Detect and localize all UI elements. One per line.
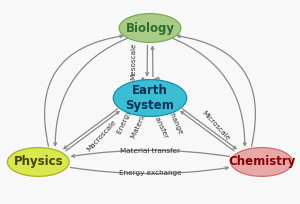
Text: Material transfer: Material transfer [131, 82, 161, 139]
Text: Microscale: Microscale [200, 110, 230, 142]
Text: Mesoscale: Mesoscale [131, 42, 137, 80]
Text: Chemistry: Chemistry [228, 155, 296, 169]
FancyArrowPatch shape [44, 35, 123, 146]
Text: Material transfer: Material transfer [120, 148, 180, 154]
FancyArrowPatch shape [72, 150, 230, 157]
FancyArrowPatch shape [146, 45, 148, 75]
Text: Energy exchange: Energy exchange [117, 76, 148, 135]
FancyArrowPatch shape [177, 35, 256, 146]
Text: Earth
System: Earth System [126, 84, 174, 112]
Ellipse shape [119, 14, 181, 42]
FancyArrowPatch shape [171, 38, 246, 146]
Text: Energy exchange: Energy exchange [152, 76, 183, 135]
Text: Macroscale: Macroscale [85, 119, 117, 153]
Ellipse shape [113, 80, 187, 116]
FancyArrowPatch shape [151, 47, 154, 77]
FancyArrowPatch shape [66, 112, 119, 151]
FancyArrowPatch shape [70, 167, 228, 174]
FancyArrowPatch shape [182, 109, 236, 149]
Text: Energy exchange: Energy exchange [119, 170, 181, 176]
Text: Physics: Physics [14, 155, 63, 169]
Text: Material transfer: Material transfer [139, 82, 169, 139]
FancyArrowPatch shape [64, 109, 118, 149]
Ellipse shape [8, 147, 69, 176]
Text: Biology: Biology [125, 22, 175, 34]
Ellipse shape [231, 147, 292, 176]
FancyArrowPatch shape [54, 38, 129, 146]
FancyArrowPatch shape [181, 112, 234, 151]
